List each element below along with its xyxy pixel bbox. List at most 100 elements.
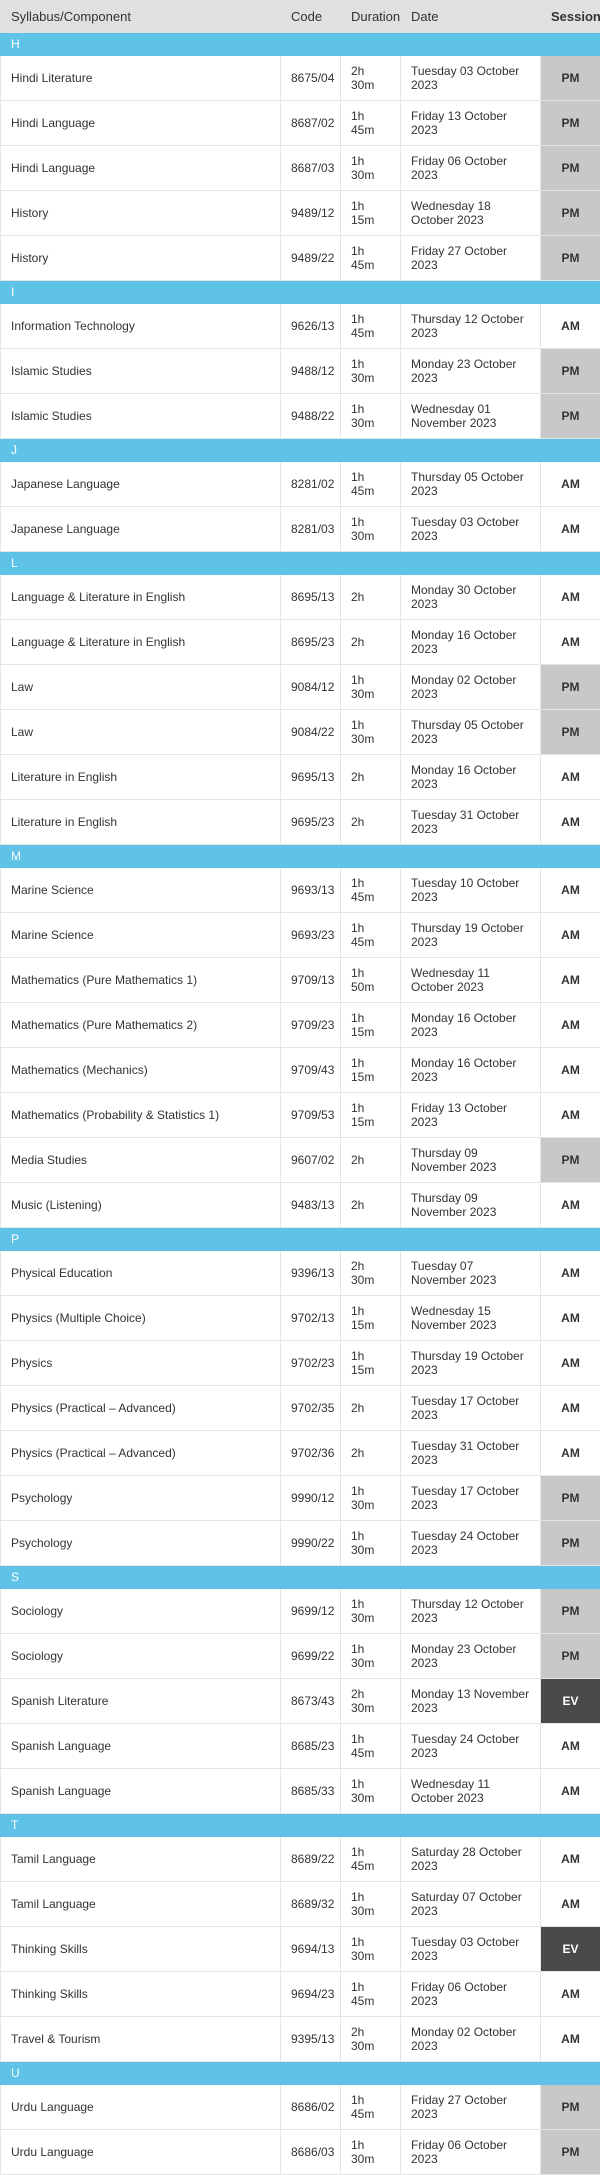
cell-code: 9990/12 [281, 1476, 341, 1521]
cell-syllabus: Language & Literature in English [1, 620, 281, 665]
table-row: History9489/121h 15mWednesday 18 October… [1, 191, 600, 236]
cell-duration: 1h 45m [341, 913, 401, 958]
cell-code: 9695/23 [281, 800, 341, 845]
table-row: Hindi Literature8675/042h 30mTuesday 03 … [1, 56, 600, 101]
cell-date: Friday 13 October 2023 [401, 1093, 541, 1138]
cell-syllabus: Mathematics (Pure Mathematics 1) [1, 958, 281, 1003]
table-row: Hindi Language8687/031h 30mFriday 06 Oct… [1, 146, 600, 191]
cell-syllabus: Law [1, 665, 281, 710]
cell-syllabus: Music (Listening) [1, 1183, 281, 1228]
cell-session: AM [541, 2017, 600, 2062]
cell-syllabus: Spanish Language [1, 1724, 281, 1769]
cell-session: PM [541, 236, 600, 281]
cell-session: AM [541, 620, 600, 665]
cell-session: PM [541, 2085, 600, 2130]
table-row: Psychology9990/221h 30mTuesday 24 Octobe… [1, 1521, 600, 1566]
section-letter: P [1, 1228, 600, 1251]
cell-date: Tuesday 24 October 2023 [401, 1521, 541, 1566]
cell-code: 9693/23 [281, 913, 341, 958]
cell-code: 9084/12 [281, 665, 341, 710]
cell-code: 8673/43 [281, 1679, 341, 1724]
cell-session: AM [541, 304, 600, 349]
cell-date: Friday 06 October 2023 [401, 146, 541, 191]
cell-code: 8675/04 [281, 56, 341, 101]
section-header-t: T [1, 1814, 600, 1837]
cell-syllabus: Psychology [1, 1476, 281, 1521]
cell-syllabus: Japanese Language [1, 507, 281, 552]
cell-code: 9990/22 [281, 1521, 341, 1566]
cell-date: Friday 13 October 2023 [401, 101, 541, 146]
section-header-j: J [1, 439, 600, 462]
cell-duration: 1h 30m [341, 665, 401, 710]
cell-date: Tuesday 07 November 2023 [401, 1251, 541, 1296]
cell-session: AM [541, 1251, 600, 1296]
cell-code: 8695/23 [281, 620, 341, 665]
section-letter: H [1, 33, 600, 56]
cell-duration: 2h 30m [341, 1679, 401, 1724]
table-row: Japanese Language8281/031h 30mTuesday 03… [1, 507, 600, 552]
cell-session: AM [541, 575, 600, 620]
cell-duration: 1h 30m [341, 349, 401, 394]
cell-code: 9395/13 [281, 2017, 341, 2062]
cell-syllabus: Urdu Language [1, 2130, 281, 2175]
cell-date: Monday 13 November 2023 [401, 1679, 541, 1724]
cell-duration: 2h [341, 1183, 401, 1228]
cell-date: Thursday 05 October 2023 [401, 462, 541, 507]
cell-syllabus: Hindi Language [1, 146, 281, 191]
cell-duration: 1h 15m [341, 1003, 401, 1048]
cell-session: PM [541, 710, 600, 755]
table-row: Physics (Practical – Advanced)9702/352hT… [1, 1386, 600, 1431]
cell-date: Thursday 12 October 2023 [401, 304, 541, 349]
cell-duration: 1h 15m [341, 1048, 401, 1093]
cell-duration: 1h 30m [341, 710, 401, 755]
section-header-p: P [1, 1228, 600, 1251]
cell-syllabus: Thinking Skills [1, 1927, 281, 1972]
cell-duration: 1h 45m [341, 1837, 401, 1882]
cell-syllabus: Islamic Studies [1, 394, 281, 439]
table-row: Thinking Skills9694/231h 45mFriday 06 Oc… [1, 1972, 600, 2017]
section-header-s: S [1, 1566, 600, 1589]
cell-syllabus: Spanish Literature [1, 1679, 281, 1724]
cell-date: Thursday 19 October 2023 [401, 913, 541, 958]
cell-code: 8685/33 [281, 1769, 341, 1814]
cell-duration: 2h [341, 800, 401, 845]
cell-syllabus: Mathematics (Probability & Statistics 1) [1, 1093, 281, 1138]
cell-session: AM [541, 1972, 600, 2017]
cell-syllabus: Physics (Practical – Advanced) [1, 1386, 281, 1431]
cell-session: PM [541, 2130, 600, 2175]
section-letter: T [1, 1814, 600, 1837]
cell-duration: 2h 30m [341, 56, 401, 101]
table-row: Physical Education9396/132h 30mTuesday 0… [1, 1251, 600, 1296]
table-row: Urdu Language8686/021h 45mFriday 27 Octo… [1, 2085, 600, 2130]
cell-code: 9626/13 [281, 304, 341, 349]
cell-date: Monday 02 October 2023 [401, 665, 541, 710]
cell-date: Monday 16 October 2023 [401, 620, 541, 665]
cell-date: Monday 02 October 2023 [401, 2017, 541, 2062]
cell-date: Friday 27 October 2023 [401, 236, 541, 281]
cell-date: Saturday 28 October 2023 [401, 1837, 541, 1882]
cell-duration: 1h 30m [341, 1634, 401, 1679]
cell-session: AM [541, 1431, 600, 1476]
cell-session: PM [541, 191, 600, 236]
cell-code: 9396/13 [281, 1251, 341, 1296]
table-row: Media Studies9607/022hThursday 09 Novemb… [1, 1138, 600, 1183]
cell-code: 9607/02 [281, 1138, 341, 1183]
header-row: Syllabus/Component Code Duration Date Se… [1, 1, 600, 33]
table-row: Islamic Studies9488/121h 30mMonday 23 Oc… [1, 349, 600, 394]
table-row: Language & Literature in English8695/132… [1, 575, 600, 620]
cell-duration: 1h 50m [341, 958, 401, 1003]
cell-code: 9709/53 [281, 1093, 341, 1138]
cell-syllabus: Hindi Literature [1, 56, 281, 101]
section-letter: S [1, 1566, 600, 1589]
cell-syllabus: Mathematics (Pure Mathematics 2) [1, 1003, 281, 1048]
exam-timetable: Syllabus/Component Code Duration Date Se… [0, 0, 600, 2175]
section-letter: M [1, 845, 600, 868]
table-row: Music (Listening)9483/132hThursday 09 No… [1, 1183, 600, 1228]
cell-date: Friday 06 October 2023 [401, 1972, 541, 2017]
cell-session: AM [541, 755, 600, 800]
table-row: Mathematics (Probability & Statistics 1)… [1, 1093, 600, 1138]
cell-duration: 1h 45m [341, 101, 401, 146]
cell-duration: 1h 45m [341, 236, 401, 281]
cell-session: AM [541, 462, 600, 507]
cell-duration: 1h 30m [341, 507, 401, 552]
